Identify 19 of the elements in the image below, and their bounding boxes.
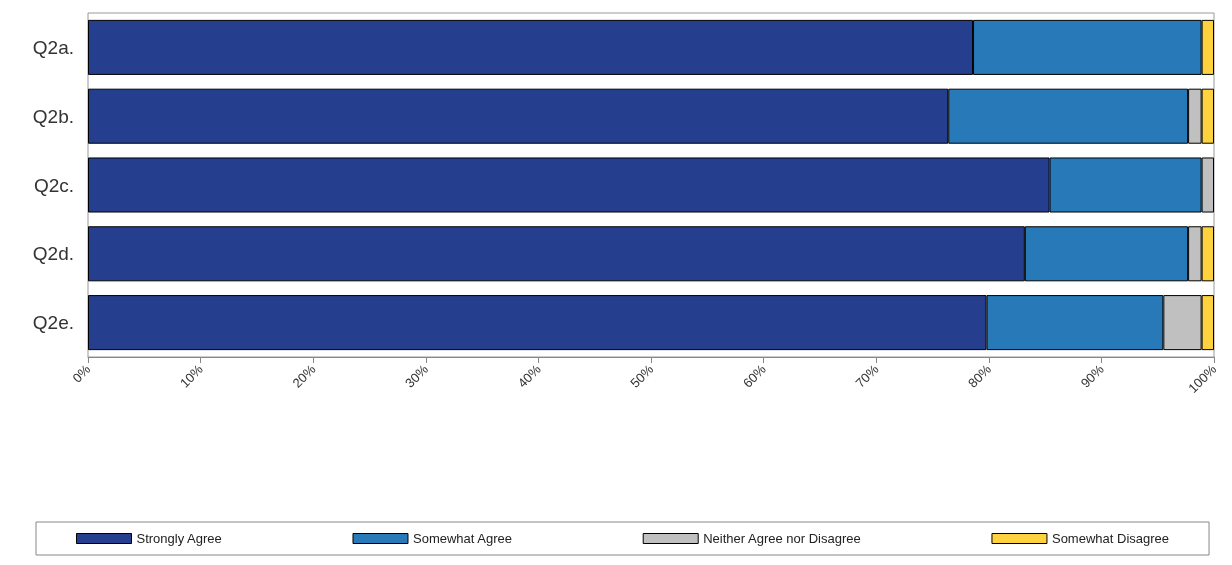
x-tick-label: 60% (739, 361, 770, 391)
x-tick-label: 70% (852, 361, 882, 391)
x-tick-label: 90% (1077, 361, 1108, 391)
y-tick-label: Q2e. (32, 312, 74, 334)
legend-label: Somewhat Disagree (1051, 531, 1170, 546)
y-tick-label: Q2b. (32, 105, 74, 127)
x-tick-label: 20% (289, 361, 319, 391)
legend-label: Neither Agree nor Disagree (703, 531, 861, 546)
x-tick-label: 40% (514, 361, 545, 391)
x-tick-label: 30% (402, 361, 432, 391)
x-tick-label: 0% (69, 361, 94, 386)
x-tick-label: 50% (627, 361, 657, 391)
y-tick-label: Q2a. (32, 36, 74, 58)
legend-label: Strongly Agree (136, 531, 222, 546)
y-tick-label: Q2c. (33, 174, 74, 196)
x-tick-label: 10% (176, 361, 207, 391)
x-tick-label: 80% (965, 361, 995, 391)
y-tick-label: Q2d. (32, 243, 74, 265)
legend-label: Somewhat Agree (412, 531, 513, 546)
